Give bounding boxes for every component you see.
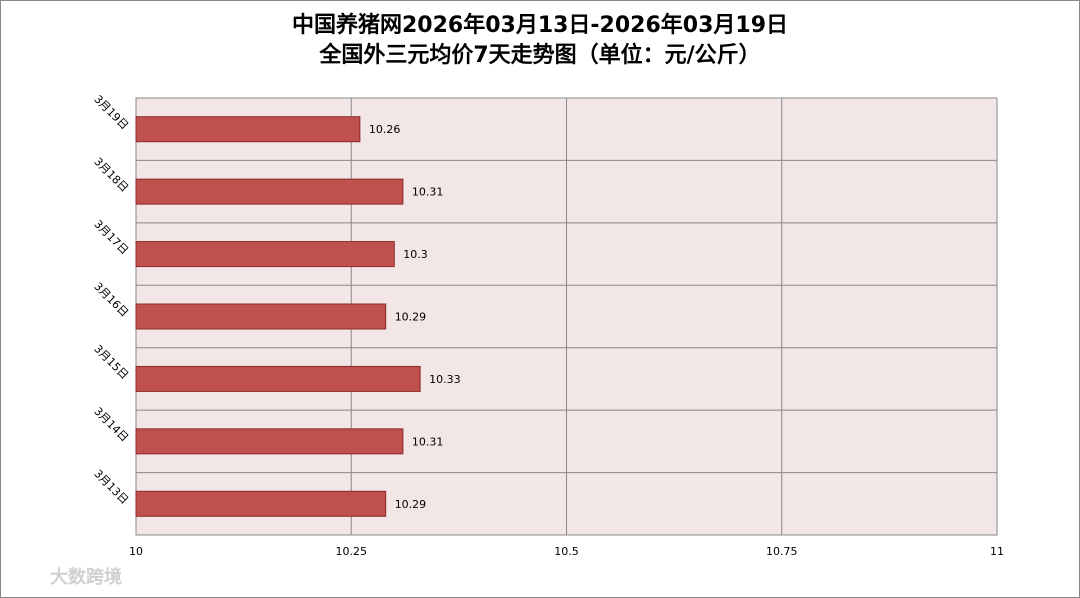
chart-title: 中国养猪网2026年03月13日-2026年03月19日 <box>292 12 788 38</box>
value-label: 10.3 <box>403 248 428 261</box>
x-tick-label: 10.75 <box>766 545 798 558</box>
value-label: 10.31 <box>412 186 444 199</box>
value-label: 10.33 <box>429 373 461 386</box>
x-tick-label: 11 <box>990 545 1004 558</box>
value-label: 10.26 <box>369 123 401 136</box>
x-tick-label: 10 <box>129 545 143 558</box>
x-tick-label: 10.25 <box>336 545 368 558</box>
watermark: 大数跨境 <box>50 566 122 588</box>
bar <box>135 241 395 268</box>
bar <box>135 116 361 143</box>
bar <box>135 303 387 330</box>
bar <box>135 365 421 392</box>
bar <box>135 178 404 205</box>
value-label: 10.29 <box>395 498 427 511</box>
bar <box>135 490 387 517</box>
x-tick-label: 10.5 <box>554 545 579 558</box>
value-label: 10.31 <box>412 435 444 448</box>
chart-subtitle: 全国外三元均价7天走势图（单位：元/公斤） <box>318 42 760 68</box>
bar <box>135 428 404 455</box>
value-label: 10.29 <box>395 311 427 324</box>
